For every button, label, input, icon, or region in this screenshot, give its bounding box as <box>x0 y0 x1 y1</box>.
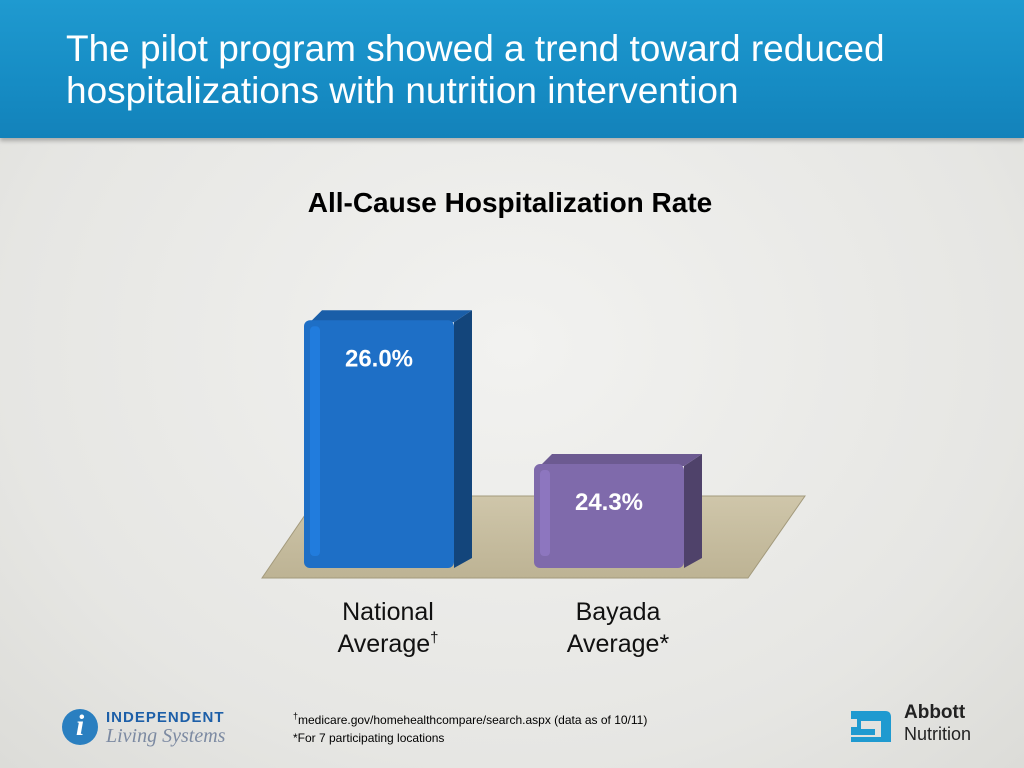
bar-front-face <box>534 464 684 568</box>
bar-national-average: 26.0% <box>304 310 472 568</box>
category-label-line2: Average* <box>566 630 670 658</box>
category-label-line1: Bayada <box>575 598 661 626</box>
footnote-dagger-text: medicare.gov/homehealthcompare/search.as… <box>298 713 648 727</box>
footnotes: †medicare.gov/homehealthcompare/search.a… <box>293 711 647 747</box>
abbott-nutrition-logo: Abbott Nutrition <box>849 703 989 747</box>
abbott-logo-sub: Nutrition <box>904 724 972 744</box>
bar-value-label: 24.3% <box>575 489 643 516</box>
independent-living-systems-logo: i INDEPENDENT Living Systems <box>62 707 252 751</box>
slide-title: The pilot program showed a trend toward … <box>66 28 885 111</box>
ils-logo-line1: INDEPENDENT <box>106 709 225 726</box>
bar-side-face <box>684 454 702 568</box>
bars-layer: 26.0% 24.3% <box>304 310 702 568</box>
title-banner <box>0 0 1024 138</box>
dagger-marker: † <box>293 711 299 721</box>
chart-title: All-Cause Hospitalization Rate <box>308 187 713 218</box>
category-label-line1: National <box>342 598 434 626</box>
category-label-bayada: Bayada Average* <box>518 596 718 660</box>
ils-logo-line2: Living Systems <box>106 725 226 747</box>
abbott-logo-icon <box>851 711 891 742</box>
bar-top-face <box>540 454 702 467</box>
bar-top-face <box>310 310 472 323</box>
ils-logo-icon <box>62 709 98 745</box>
bar-chart: All-Cause Hospitalization Rate 26.0% 24.3… <box>261 187 806 579</box>
bar-highlight <box>540 470 550 556</box>
bar-front-face <box>304 320 454 568</box>
bar-value-label: 26.0% <box>345 345 413 372</box>
bar-side-face <box>454 310 472 568</box>
category-label-national: National Average† <box>288 596 488 660</box>
footnote-star: *For 7 participating locations <box>293 731 445 745</box>
ils-logo-letter: i <box>75 709 85 742</box>
bar-highlight <box>310 326 320 556</box>
bar-bayada-average: 24.3% <box>534 454 702 568</box>
category-label-line2: Average† <box>337 629 439 658</box>
abbott-logo-name: Abbott <box>904 702 966 723</box>
footnote-dagger: †medicare.gov/homehealthcompare/search.a… <box>293 711 647 729</box>
